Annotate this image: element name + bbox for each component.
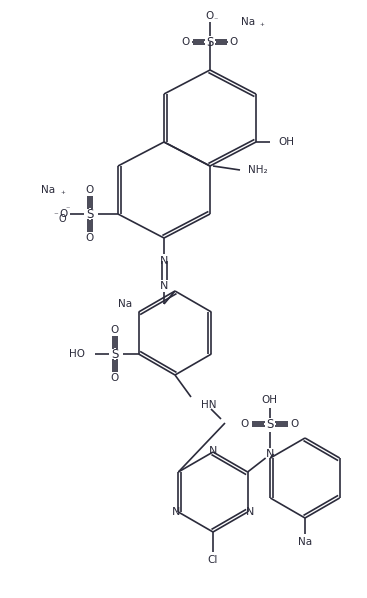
Text: ⁺: ⁺	[259, 22, 264, 30]
Text: N: N	[160, 281, 168, 291]
Text: O: O	[59, 209, 67, 219]
Text: ⁺: ⁺	[61, 190, 65, 199]
Text: NH₂: NH₂	[248, 165, 268, 175]
Text: Na: Na	[117, 299, 132, 309]
Text: S: S	[206, 35, 214, 48]
Text: N: N	[209, 446, 217, 456]
Text: Na: Na	[298, 537, 312, 547]
Text: O: O	[58, 214, 66, 224]
Text: HO: HO	[69, 349, 85, 359]
Text: S: S	[266, 417, 273, 431]
Text: ⁻: ⁻	[54, 212, 58, 221]
Text: ⁻: ⁻	[214, 16, 218, 25]
Text: N: N	[265, 449, 274, 459]
Text: OH: OH	[262, 395, 278, 405]
Text: O: O	[182, 37, 190, 47]
Text: O: O	[291, 419, 299, 429]
Text: Cl: Cl	[208, 555, 218, 565]
Text: O: O	[230, 37, 238, 47]
Text: S: S	[111, 347, 118, 361]
Text: O: O	[240, 419, 249, 429]
Text: HN: HN	[201, 400, 217, 410]
Text: O: O	[86, 185, 94, 195]
Text: N: N	[246, 507, 254, 517]
Text: O: O	[110, 373, 119, 383]
Text: S: S	[86, 208, 94, 221]
Text: N: N	[172, 507, 181, 517]
Text: O: O	[206, 11, 214, 21]
Text: O: O	[110, 325, 119, 335]
Text: ⁻: ⁻	[66, 205, 70, 213]
Text: Na: Na	[241, 17, 255, 27]
Text: OH: OH	[278, 137, 294, 147]
Text: Na: Na	[41, 185, 55, 195]
Text: O: O	[86, 233, 94, 243]
Text: N: N	[160, 256, 168, 266]
